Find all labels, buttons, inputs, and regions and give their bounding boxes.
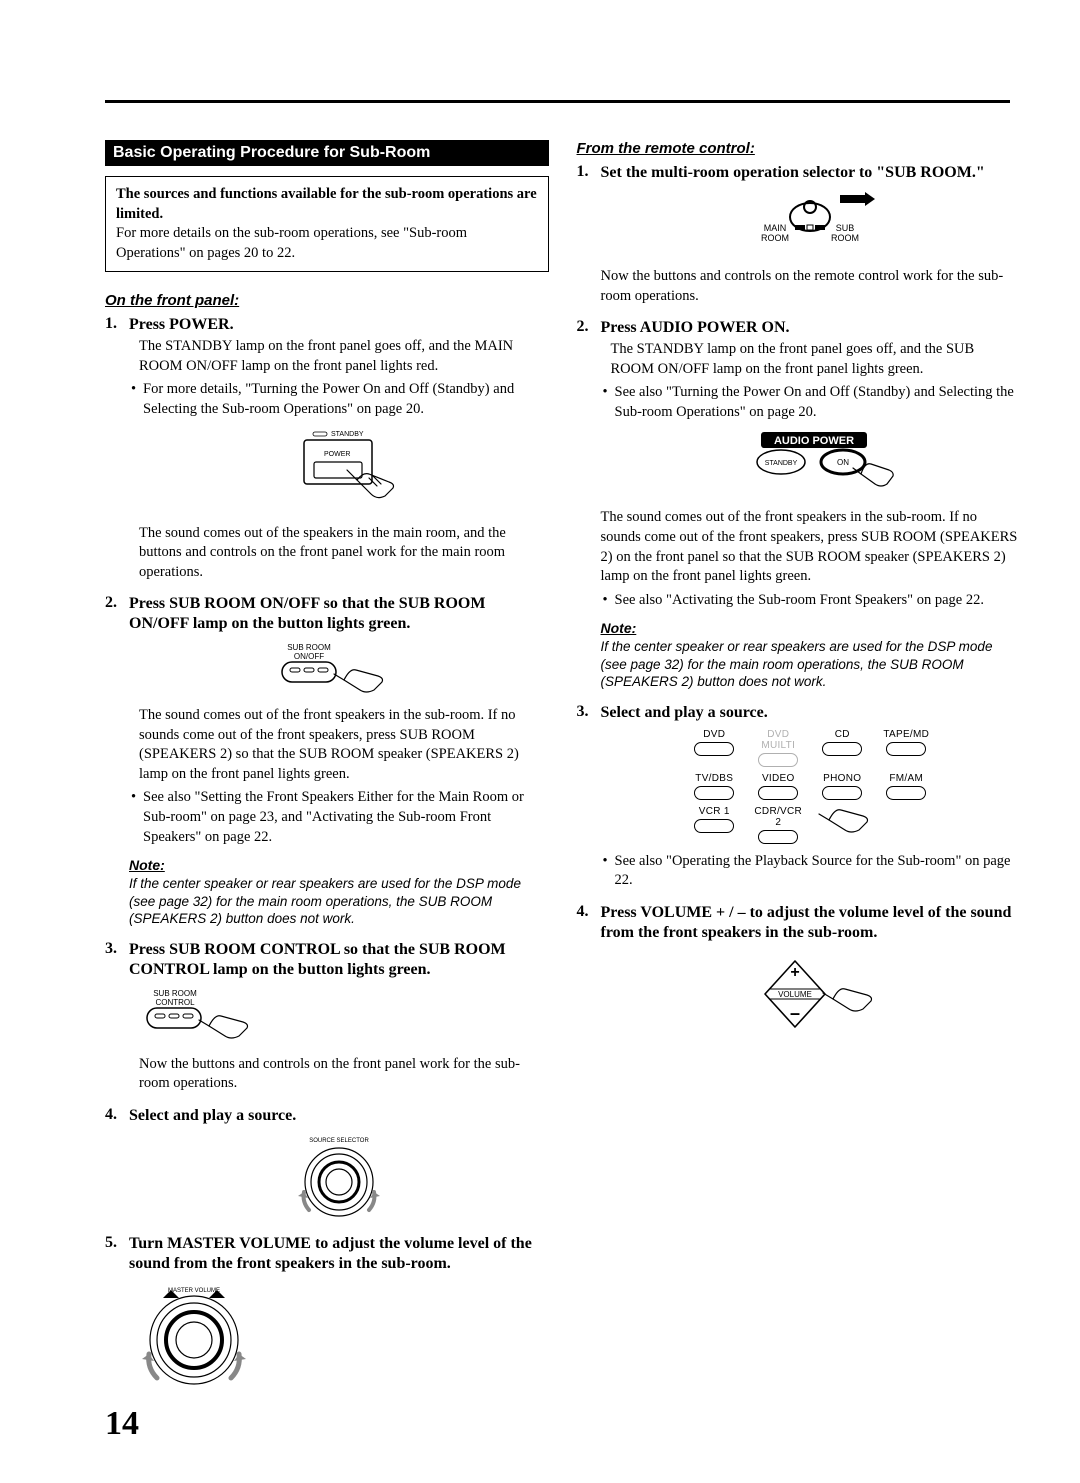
master-volume-figure: MASTER VOLUME xyxy=(129,1280,259,1395)
right-step-4: Press VOLUME + / – to adjust the volume … xyxy=(577,903,1021,1039)
subroom-control-figure: SUB ROOM CONTROL xyxy=(133,986,263,1047)
content-columns: Basic Operating Procedure for Sub-Room T… xyxy=(105,140,1020,1415)
svg-text:MASTER VOLUME: MASTER VOLUME xyxy=(168,1288,220,1294)
hand-icon xyxy=(823,989,872,1011)
source-selector-figure: SOURCE SELECTOR xyxy=(129,1132,549,1222)
right-step-2: Press AUDIO POWER ON. The STANDBY lamp o… xyxy=(577,318,1021,691)
svg-text:STANDBY: STANDBY xyxy=(765,460,798,467)
svg-text:VOLUME: VOLUME xyxy=(778,990,812,999)
step-title: Press POWER. xyxy=(129,315,549,335)
step-para: The STANDBY lamp on the front panel goes… xyxy=(129,337,549,376)
right-step-3: Select and play a source. DVD DVD MUILTI… xyxy=(577,703,1021,891)
audio-power-figure: AUDIO POWER STANDBY ON xyxy=(601,428,1021,500)
left-step-5: Turn MASTER VOLUME to adjust the volume … xyxy=(105,1234,549,1403)
step-bullet: See also "Turning the Power On and Off (… xyxy=(601,383,1021,422)
svg-text:ROOM: ROOM xyxy=(761,233,789,243)
remote-head: From the remote control: xyxy=(577,140,1021,157)
svg-text:–: – xyxy=(790,1003,800,1023)
svg-text:SOURCE SELECTOR: SOURCE SELECTOR xyxy=(309,1138,369,1144)
hand-icon xyxy=(199,1015,248,1037)
step-title: Press SUB ROOM ON/OFF so that the SUB RO… xyxy=(129,594,549,634)
svg-text:MAIN: MAIN xyxy=(764,223,787,233)
standby-label: STANDBY xyxy=(331,431,364,438)
right-step-1: Set the multi-room operation selector to… xyxy=(577,163,1021,306)
svg-text:SUB ROOM: SUB ROOM xyxy=(287,643,331,652)
right-column: From the remote control: Set the multi-r… xyxy=(577,140,1021,1415)
step-bullet: For more details, "Turning the Power On … xyxy=(129,380,549,419)
step-title: Set the multi-room operation selector to… xyxy=(601,163,1021,183)
page-number: 14 xyxy=(105,1405,139,1443)
volume-rocker-figure: + – VOLUME xyxy=(601,949,1021,1039)
step-bullet: See also "Setting the Front Speakers Eit… xyxy=(129,788,549,847)
power-button-figure: STANDBY POWER xyxy=(129,426,549,516)
svg-text:SUB: SUB xyxy=(836,223,855,233)
svg-text:SUB ROOM: SUB ROOM xyxy=(153,989,197,998)
power-label: POWER xyxy=(324,451,350,458)
step-title: Select and play a source. xyxy=(601,703,1021,723)
step-para: The STANDBY lamp on the front panel goes… xyxy=(601,340,1021,379)
note-head: Note: xyxy=(601,620,1021,636)
hand-icon xyxy=(853,464,893,486)
section-header: Basic Operating Procedure for Sub-Room xyxy=(105,140,549,166)
step-after: The sound comes out of the speakers in t… xyxy=(129,524,549,583)
left-step-1: Press POWER. The STANDBY lamp on the fro… xyxy=(105,315,549,582)
step-bullet: See also "Operating the Playback Source … xyxy=(601,852,1021,891)
svg-text:AUDIO POWER: AUDIO POWER xyxy=(774,435,854,447)
step-after: Now the buttons and controls on the remo… xyxy=(601,267,1021,306)
subroom-onoff-figure: SUB ROOM ON/OFF xyxy=(129,640,549,698)
info-box-bold: The sources and functions available for … xyxy=(116,186,537,222)
right-steps: Set the multi-room operation selector to… xyxy=(577,163,1021,1039)
note-head: Note: xyxy=(129,857,549,873)
selector-switch-figure: MAIN ROOM SUB ROOM xyxy=(601,189,1021,259)
left-column: Basic Operating Procedure for Sub-Room T… xyxy=(105,140,549,1415)
top-rule xyxy=(105,100,1010,103)
left-step-2: Press SUB ROOM ON/OFF so that the SUB RO… xyxy=(105,594,549,928)
front-panel-head: On the front panel: xyxy=(105,292,549,309)
source-buttons-figure: DVD DVD MUILTI CD TAPE/MD TV/DBS VIDEO P… xyxy=(601,729,1021,844)
step-bullet: See also "Activating the Sub-room Front … xyxy=(601,591,1021,611)
svg-text:CONTROL: CONTROL xyxy=(155,998,195,1007)
svg-text:+: + xyxy=(791,964,800,981)
info-box-rest: For more details on the sub-room operati… xyxy=(116,225,467,261)
svg-text:ON/OFF: ON/OFF xyxy=(294,652,324,661)
step-after: Now the buttons and controls on the fron… xyxy=(129,1055,549,1094)
svg-text:ON: ON xyxy=(837,458,849,467)
note-body: If the center speaker or rear speakers a… xyxy=(601,638,1021,691)
hand-icon xyxy=(334,670,383,692)
step-title: Turn MASTER VOLUME to adjust the volume … xyxy=(129,1235,532,1272)
info-box: The sources and functions available for … xyxy=(105,176,549,272)
left-step-4: Select and play a source. SOURCE SELECTO… xyxy=(105,1106,549,1222)
step-after: The sound comes out of the front speaker… xyxy=(601,508,1021,586)
step-title: Press AUDIO POWER ON. xyxy=(601,318,1021,338)
left-step-3: Press SUB ROOM CONTROL so that the SUB R… xyxy=(105,940,549,1094)
note-body: If the center speaker or rear speakers a… xyxy=(129,875,549,928)
svg-text:ROOM: ROOM xyxy=(831,233,859,243)
left-steps: Press POWER. The STANDBY lamp on the fro… xyxy=(105,315,549,1403)
step-after: The sound comes out of the front speaker… xyxy=(129,706,549,784)
step-title: Press VOLUME + / – to adjust the volume … xyxy=(601,903,1021,943)
step-title: Press SUB ROOM CONTROL so that the SUB R… xyxy=(129,941,506,978)
step-title: Select and play a source. xyxy=(129,1106,549,1126)
